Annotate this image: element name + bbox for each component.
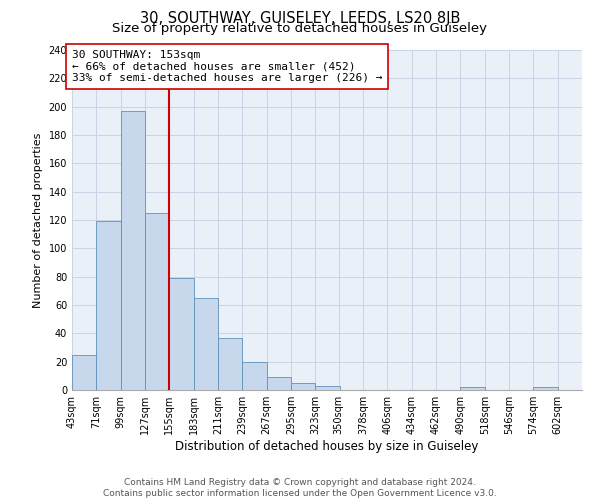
Text: Size of property relative to detached houses in Guiseley: Size of property relative to detached ho… — [113, 22, 487, 35]
Bar — [291, 383, 315, 390]
Bar — [533, 387, 557, 390]
Text: 30 SOUTHWAY: 153sqm
← 66% of detached houses are smaller (452)
33% of semi-detac: 30 SOUTHWAY: 153sqm ← 66% of detached ho… — [72, 50, 383, 83]
Bar — [218, 338, 242, 390]
Bar — [97, 222, 121, 390]
Text: 30, SOUTHWAY, GUISELEY, LEEDS, LS20 8JB: 30, SOUTHWAY, GUISELEY, LEEDS, LS20 8JB — [140, 11, 460, 26]
Bar — [145, 213, 169, 390]
Bar — [266, 378, 291, 390]
Bar — [121, 111, 145, 390]
Bar — [315, 386, 340, 390]
Bar — [460, 387, 485, 390]
Y-axis label: Number of detached properties: Number of detached properties — [33, 132, 43, 308]
Bar — [194, 298, 218, 390]
Bar — [242, 362, 266, 390]
Bar — [169, 278, 194, 390]
X-axis label: Distribution of detached houses by size in Guiseley: Distribution of detached houses by size … — [175, 440, 479, 453]
Text: Contains HM Land Registry data © Crown copyright and database right 2024.
Contai: Contains HM Land Registry data © Crown c… — [103, 478, 497, 498]
Bar — [72, 354, 97, 390]
